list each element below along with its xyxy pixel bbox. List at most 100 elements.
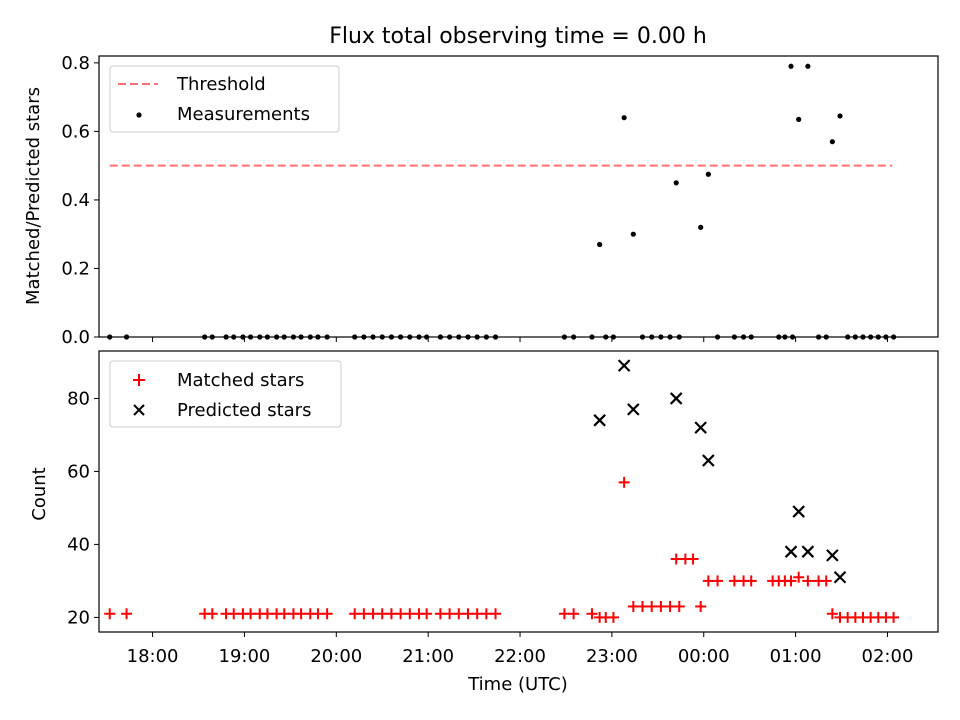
matched-star-point (376, 608, 388, 620)
measurement-point (630, 231, 636, 237)
legend-matched-label: Matched stars (177, 370, 304, 391)
matched-star-point (646, 600, 658, 612)
matched-star-point (321, 608, 333, 620)
matched-star-point (637, 600, 649, 612)
ratio-y-tick-label: 0.8 (61, 53, 90, 74)
matched-star-point (312, 608, 324, 620)
matched-star-point (395, 608, 407, 620)
legend-measurements-label: Measurements (177, 104, 310, 125)
ratio-legend: Threshold Measurements (109, 65, 340, 133)
matched-star-point (104, 608, 116, 620)
predicted-star-point (627, 403, 640, 416)
matched-star-point (802, 575, 814, 587)
measurement-point (621, 115, 627, 121)
predicted-star-point (593, 414, 606, 427)
matched-star-point (664, 600, 676, 612)
x-tick-label: 02:00 (862, 646, 914, 667)
matched-star-point (793, 571, 805, 583)
ratio-y-tick-label: 0.2 (61, 258, 90, 279)
ratio-panel: 0.00.20.40.60.8 Matched/Predicted stars … (23, 53, 939, 348)
matched-star-point (702, 575, 714, 587)
measurement-point (705, 171, 711, 177)
matched-star-point (421, 608, 433, 620)
ratio-legend-box (109, 65, 340, 133)
matched-star-point (245, 608, 257, 620)
matched-star-point (490, 608, 502, 620)
measurement-point (796, 116, 802, 122)
matched-star-point (785, 575, 797, 587)
matched-star-point (121, 608, 133, 620)
matched-star-point (453, 608, 465, 620)
chart-title: Flux total observing time = 0.00 h (329, 24, 707, 49)
legend-matched-swatch (133, 374, 145, 386)
matched-star-point (586, 608, 598, 620)
matched-star-point (627, 600, 639, 612)
predicted-star-point (833, 570, 847, 584)
x-tick-label: 01:00 (770, 646, 822, 667)
count-panel: 20 40 60 80 18:00 19:00 20:00 21:00 22:00 23:00 0… (29, 350, 939, 695)
predicted-star-point (669, 392, 683, 405)
matched-star-point (462, 608, 474, 620)
predicted-star-point (784, 545, 798, 558)
matched-star-point (607, 611, 619, 623)
predicted-star-point (801, 545, 815, 558)
x-tick-label: 19:00 (219, 646, 271, 667)
predicted-star-point (702, 454, 715, 467)
matched-star-point (261, 608, 273, 620)
matched-star-point (558, 608, 570, 620)
matched-star-point (206, 608, 218, 620)
matched-star-point (471, 608, 483, 620)
count-y-tick-label: 80 (67, 388, 90, 409)
x-tick-label: 22:00 (494, 646, 546, 667)
legend-measurements-swatch (136, 112, 142, 118)
x-tick-label: 20:00 (310, 646, 362, 667)
count-y-tick-label: 40 (67, 534, 90, 555)
count-y-axis-label: Count (29, 467, 50, 520)
matched-star-point (434, 608, 446, 620)
measurement-point (805, 63, 811, 69)
count-legend: Matched stars Predicted stars (109, 360, 342, 428)
matched-star-point (295, 608, 307, 620)
matched-star-point (695, 600, 707, 612)
x-tick-label: 23:00 (586, 646, 638, 667)
matched-star-point (712, 575, 724, 587)
count-panel-frame (98, 350, 939, 633)
measurement-point (597, 241, 603, 248)
measurement-point (837, 113, 843, 119)
measurement-point (673, 180, 679, 186)
matched-star-point (728, 575, 740, 587)
matched-star-point (385, 608, 397, 620)
matched-star-point (367, 608, 379, 620)
matched-star-point (349, 608, 361, 620)
x-tick-label: 21:00 (402, 646, 454, 667)
matched-star-point (480, 608, 492, 620)
x-tick-label: 00:00 (678, 646, 730, 667)
measurement-point (698, 224, 704, 230)
legend-threshold-label: Threshold (176, 74, 266, 95)
count-y-tick-label: 60 (67, 461, 90, 482)
measurement-point (788, 63, 794, 69)
matched-star-point (568, 608, 580, 620)
legend-predicted-swatch (133, 404, 145, 416)
matched-star-point (618, 476, 630, 488)
predicted-star-point (694, 421, 707, 434)
matched-star-point (278, 608, 290, 620)
predicted-star-point (792, 505, 805, 518)
x-tick-label: 18:00 (127, 646, 179, 667)
ratio-y-tick-label: 0.0 (61, 327, 90, 348)
matched-star-point (670, 553, 682, 565)
matched-star-point (826, 608, 838, 620)
measurement-point (829, 139, 835, 145)
matched-star-point (820, 575, 832, 587)
count-legend-box (109, 360, 342, 428)
matched-star-point (358, 608, 370, 620)
matched-star-point (228, 608, 240, 620)
matched-star-point (745, 575, 757, 587)
predicted-star-point (617, 359, 631, 372)
matched-star-point (888, 611, 900, 623)
ratio-y-tick-label: 0.4 (61, 190, 90, 211)
matched-star-point (444, 608, 456, 620)
x-axis-label: Time (UTC) (467, 674, 568, 695)
count-y-tick-label: 20 (67, 607, 90, 628)
